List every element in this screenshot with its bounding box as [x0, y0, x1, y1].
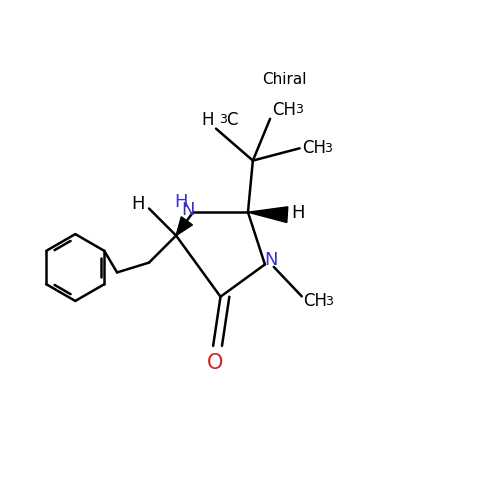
Polygon shape [248, 207, 288, 222]
Text: 3: 3 [324, 142, 332, 155]
Text: H: H [174, 194, 188, 212]
Text: CH: CH [303, 292, 327, 310]
Text: 3: 3 [326, 295, 334, 308]
Text: H: H [132, 194, 145, 212]
Text: CH: CH [302, 140, 326, 158]
Text: CH: CH [272, 101, 296, 119]
Text: H: H [201, 111, 213, 129]
Text: C: C [226, 111, 237, 129]
Text: Chiral: Chiral [262, 72, 307, 87]
Text: N: N [182, 201, 195, 219]
Text: 3: 3 [294, 104, 302, 117]
Text: N: N [264, 250, 278, 268]
Polygon shape [176, 216, 192, 236]
Text: H: H [292, 204, 305, 222]
Text: O: O [206, 353, 223, 373]
Text: 3: 3 [219, 114, 227, 126]
